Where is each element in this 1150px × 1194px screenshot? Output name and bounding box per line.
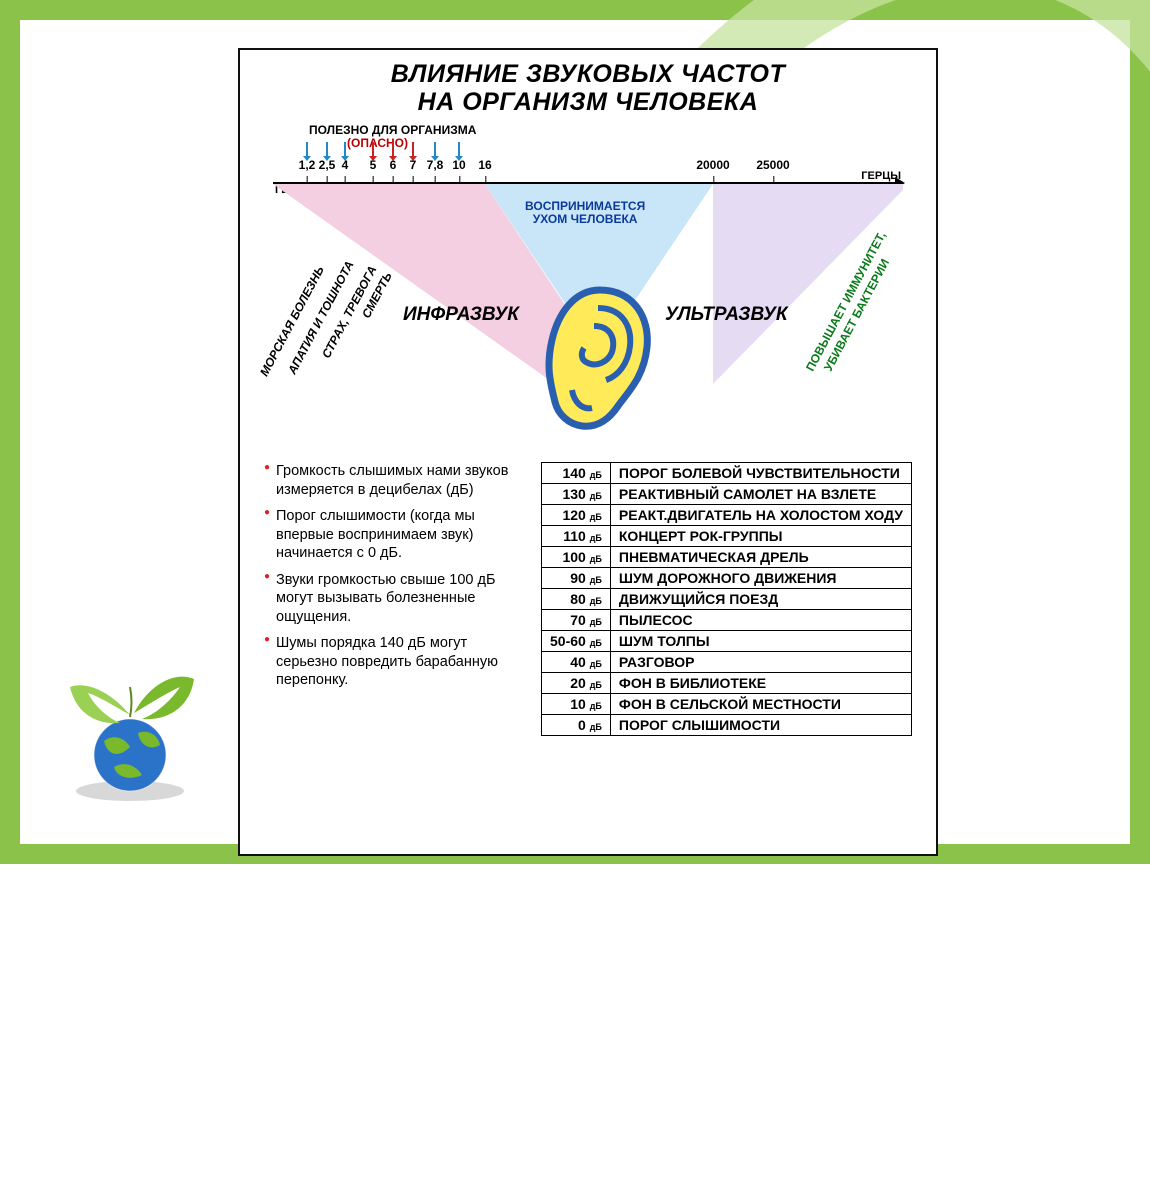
db-value: 50-60 дБ bbox=[542, 631, 611, 652]
db-value: 120 дБ bbox=[542, 505, 611, 526]
infrasound-label: ИНФРАЗВУК bbox=[403, 304, 519, 326]
bullet-list: Громкость слышимых нами звуков измеряетс… bbox=[264, 462, 529, 736]
title-line2: НА ОРГАНИЗМ ЧЕЛОВЕКА bbox=[418, 88, 759, 116]
ecology-icon bbox=[60, 663, 200, 808]
axis-unit-right: ГЕРЦЫ bbox=[861, 170, 901, 182]
slide-frame: ВЛИЯНИЕ ЗВУКОВЫХ ЧАСТОТ НА ОРГАНИЗМ ЧЕЛО… bbox=[0, 0, 1150, 864]
legend-arrow bbox=[458, 142, 460, 156]
db-value: 40 дБ bbox=[542, 652, 611, 673]
table-row: 70 дБпылесос bbox=[542, 610, 912, 631]
axis-tick: 20000 bbox=[696, 158, 729, 172]
axis-tick: 10 bbox=[452, 158, 465, 172]
table-row: 120 дБреакт.двигатель на холостом ходу bbox=[542, 505, 912, 526]
db-description: пневматическая дрель bbox=[610, 547, 911, 568]
db-description: разговор bbox=[610, 652, 911, 673]
db-value: 110 дБ bbox=[542, 526, 611, 547]
db-value: 130 дБ bbox=[542, 484, 611, 505]
db-description: концерт рок-группы bbox=[610, 526, 911, 547]
bullet-item: Порог слышимости (когда мы впервые воспр… bbox=[264, 507, 529, 563]
axis-tick: 25000 bbox=[756, 158, 789, 172]
table-row: 110 дБконцерт рок-группы bbox=[542, 526, 912, 547]
db-description: фон в библиотеке bbox=[610, 673, 911, 694]
axis-tick: 4 bbox=[342, 158, 349, 172]
bullet-item: Громкость слышимых нами звуков измеряетс… bbox=[264, 462, 529, 499]
axis-tick: 2,5 bbox=[319, 158, 336, 172]
frequency-diagram: ПОЛЕЗНО ДЛЯ ОРГАНИЗМА (ОПАСНО) ГЕРЦЫ ГЕР… bbox=[263, 122, 913, 452]
table-row: 100 дБпневматическая дрель bbox=[542, 547, 912, 568]
table-row: 140 дБпорог болевой чувствительности bbox=[542, 463, 912, 484]
db-description: движущийся поезд bbox=[610, 589, 911, 610]
axis-tick: 6 bbox=[390, 158, 397, 172]
axis-tick: 7,8 bbox=[427, 158, 444, 172]
legend-useful: ПОЛЕЗНО ДЛЯ ОРГАНИЗМА bbox=[309, 123, 476, 137]
db-value: 10 дБ bbox=[542, 694, 611, 715]
panel-title: ВЛИЯНИЕ ЗВУКОВЫХ ЧАСТОТ НА ОРГАНИЗМ ЧЕЛО… bbox=[240, 50, 936, 116]
axis-tick: 5 bbox=[370, 158, 377, 172]
legend-arrow bbox=[412, 142, 414, 156]
db-description: пылесос bbox=[610, 610, 911, 631]
lower-section: Громкость слышимых нами звуков измеряетс… bbox=[240, 452, 936, 736]
legend-arrow bbox=[344, 142, 346, 156]
db-value: 0 дБ bbox=[542, 715, 611, 736]
db-description: реактивный самолет на взлете bbox=[610, 484, 911, 505]
axis-tick: 1,2 bbox=[299, 158, 316, 172]
db-description: фон в сельской местности bbox=[610, 694, 911, 715]
table-row: 90 дБшум дорожного движения bbox=[542, 568, 912, 589]
audible-label: ВОСПРИНИМАЕТСЯ УХОМ ЧЕЛОВЕКА bbox=[525, 200, 645, 226]
legend-arrow bbox=[326, 142, 328, 156]
table-row: 10 дБфон в сельской местности bbox=[542, 694, 912, 715]
db-value: 90 дБ bbox=[542, 568, 611, 589]
legend-arrow bbox=[392, 142, 394, 156]
axis-tick: 7 bbox=[410, 158, 417, 172]
infographic-panel: ВЛИЯНИЕ ЗВУКОВЫХ ЧАСТОТ НА ОРГАНИЗМ ЧЕЛО… bbox=[238, 48, 938, 856]
db-value: 140 дБ bbox=[542, 463, 611, 484]
ultrasound-label: УЛЬТРАЗВУК bbox=[665, 304, 788, 326]
db-value: 20 дБ bbox=[542, 673, 611, 694]
table-row: 50-60 дБшум толпы bbox=[542, 631, 912, 652]
db-description: порог слышимости bbox=[610, 715, 911, 736]
legend-arrow bbox=[434, 142, 436, 156]
axis-tick: 16 bbox=[478, 158, 491, 172]
db-description: шум дорожного движения bbox=[610, 568, 911, 589]
table-row: 0 дБпорог слышимости bbox=[542, 715, 912, 736]
table-row: 80 дБдвижущийся поезд bbox=[542, 589, 912, 610]
db-value: 70 дБ bbox=[542, 610, 611, 631]
legend-arrow bbox=[306, 142, 308, 156]
bullet-item: Звуки громкостью свыше 100 дБ могут вызы… bbox=[264, 571, 529, 627]
table-row: 20 дБфон в библиотеке bbox=[542, 673, 912, 694]
db-description: порог болевой чувствительности bbox=[610, 463, 911, 484]
decibel-table: 140 дБпорог болевой чувствительности130 … bbox=[541, 462, 912, 736]
table-row: 130 дБреактивный самолет на взлете bbox=[542, 484, 912, 505]
db-value: 100 дБ bbox=[542, 547, 611, 568]
db-value: 80 дБ bbox=[542, 589, 611, 610]
legend-arrow bbox=[372, 142, 374, 156]
title-line1: ВЛИЯНИЕ ЗВУКОВЫХ ЧАСТОТ bbox=[391, 60, 786, 88]
db-description: шум толпы bbox=[610, 631, 911, 652]
ear-icon bbox=[538, 282, 658, 437]
table-row: 40 дБразговор bbox=[542, 652, 912, 673]
db-description: реакт.двигатель на холостом ходу bbox=[610, 505, 911, 526]
bullet-item: Шумы порядка 140 дБ могут серьезно повре… bbox=[264, 634, 529, 690]
